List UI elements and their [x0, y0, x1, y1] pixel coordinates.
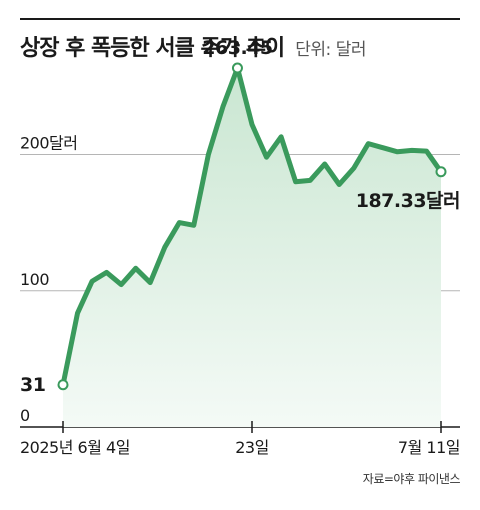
highlight-marker — [57, 379, 69, 391]
points-layer — [57, 62, 447, 391]
chart-title: 상장 후 폭등한 서클 주가 추이 — [20, 36, 285, 61]
y-tick-label-0: 0 — [20, 406, 30, 425]
source-note: 자료=야후 파이낸스 — [362, 472, 461, 486]
x-tick-label: 2025년 6월 4일 — [20, 438, 130, 457]
highlight-marker — [231, 62, 243, 74]
unit-label: 단위: 달러 — [295, 40, 366, 60]
price-area — [63, 68, 441, 427]
highlight-marker — [435, 166, 447, 178]
y-tick-label-200: 200달러 — [20, 134, 77, 153]
price-line — [60, 65, 444, 388]
x-tick-label: 7월 11일 — [398, 438, 460, 457]
data-label: 187.33달러 — [356, 190, 460, 212]
data-label: 31 — [20, 374, 45, 396]
x-axis: 2025년 6월 4일 23일 7월 11일 — [20, 421, 461, 457]
top-rule — [20, 18, 460, 20]
labels-layer: 31 263.45 187.33달러 — [20, 37, 461, 396]
data-label: 263.45 — [202, 37, 272, 59]
chart-header: 상장 후 폭등한 서클 주가 추이 단위: 달러 — [20, 30, 366, 62]
x-tick-label: 23일 — [235, 438, 269, 457]
y-tick-label-100: 100 — [20, 270, 49, 289]
